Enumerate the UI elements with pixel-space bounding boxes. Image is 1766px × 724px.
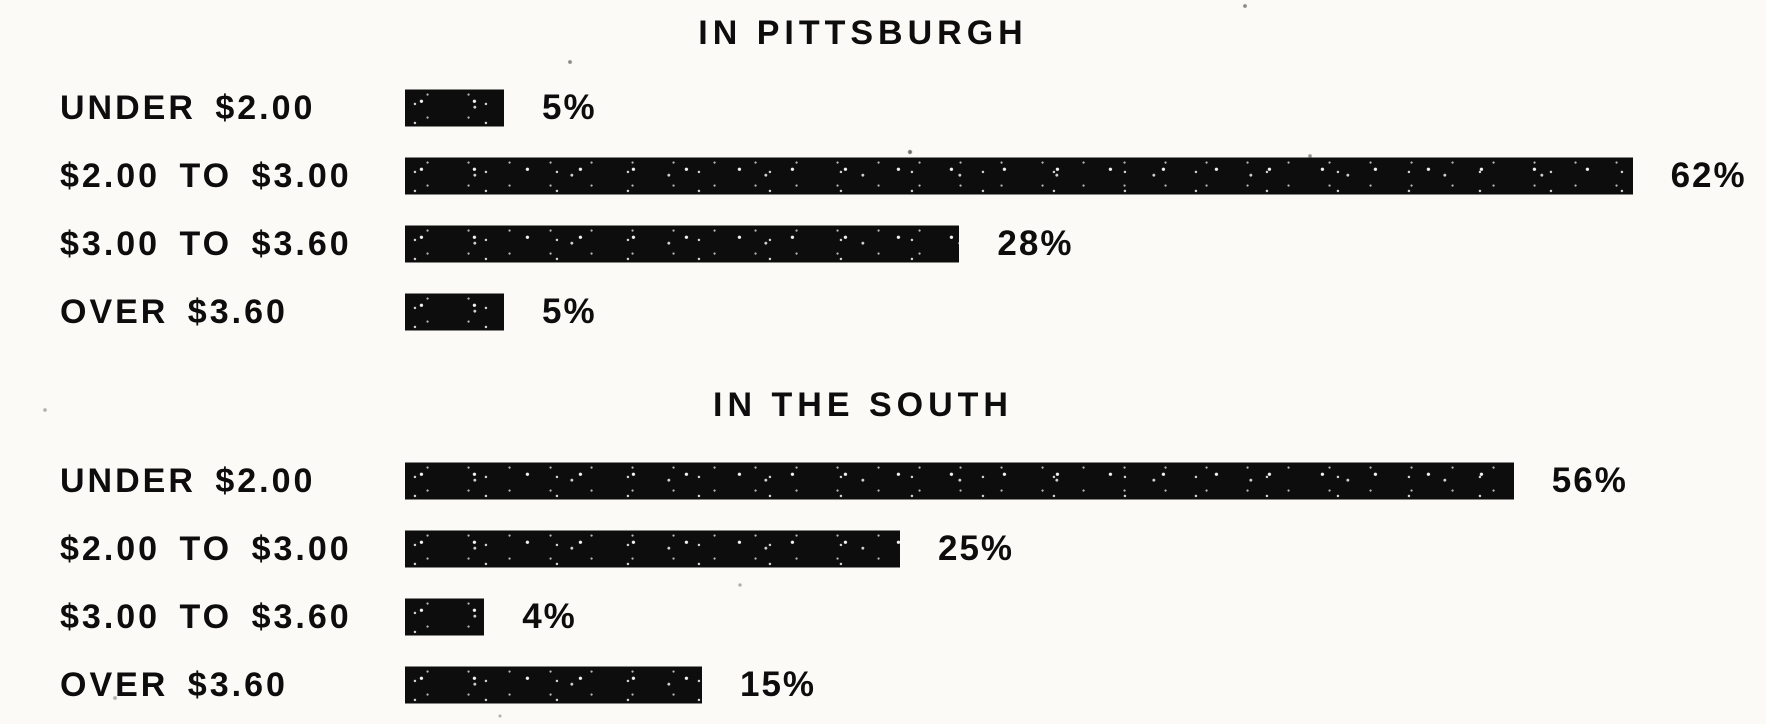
bar xyxy=(405,462,1514,500)
section-title-south: IN THE SOUTH xyxy=(713,386,1013,424)
category-label: OVER $3.60 xyxy=(60,293,288,331)
section-title-pittsburgh: IN PITTSBURGH xyxy=(698,14,1028,52)
value-label: 4% xyxy=(522,597,577,636)
category-label: OVER $3.60 xyxy=(60,666,288,704)
chart-row: OVER $3.60 5% xyxy=(0,278,1766,346)
value-label: 56% xyxy=(1551,461,1628,500)
category-label: UNDER $2.00 xyxy=(60,89,316,127)
category-label: UNDER $2.00 xyxy=(60,462,316,500)
chart-rows-pittsburgh: UNDER $2.00 5% $2.00 TO $3.00 62% $3.00 … xyxy=(0,74,1766,346)
category-label: $3.00 TO $3.60 xyxy=(60,225,352,263)
chart-row: $3.00 TO $3.60 28% xyxy=(0,210,1766,278)
value-label: 28% xyxy=(997,224,1074,263)
bar xyxy=(405,666,702,704)
bar xyxy=(405,225,960,263)
bar xyxy=(405,530,900,568)
value-label: 25% xyxy=(938,529,1015,568)
chart-row: $2.00 TO $3.00 25% xyxy=(0,515,1766,583)
bar xyxy=(405,598,485,636)
bar xyxy=(405,89,504,127)
bar xyxy=(405,157,1633,195)
value-label: 15% xyxy=(740,665,817,704)
category-label: $2.00 TO $3.00 xyxy=(60,530,352,568)
bar xyxy=(405,293,504,331)
chart-row: UNDER $2.00 56% xyxy=(0,447,1766,515)
chart-row: $2.00 TO $3.00 62% xyxy=(0,142,1766,210)
chart-row: UNDER $2.00 5% xyxy=(0,74,1766,142)
chart-row: OVER $3.60 15% xyxy=(0,651,1766,719)
chart-rows-south: UNDER $2.00 56% $2.00 TO $3.00 25% $3.00… xyxy=(0,447,1766,719)
chart-row: $3.00 TO $3.60 4% xyxy=(0,583,1766,651)
category-label: $2.00 TO $3.00 xyxy=(60,157,352,195)
value-label: 5% xyxy=(542,88,597,127)
value-label: 5% xyxy=(542,292,597,331)
value-label: 62% xyxy=(1670,156,1747,195)
category-label: $3.00 TO $3.60 xyxy=(60,598,352,636)
